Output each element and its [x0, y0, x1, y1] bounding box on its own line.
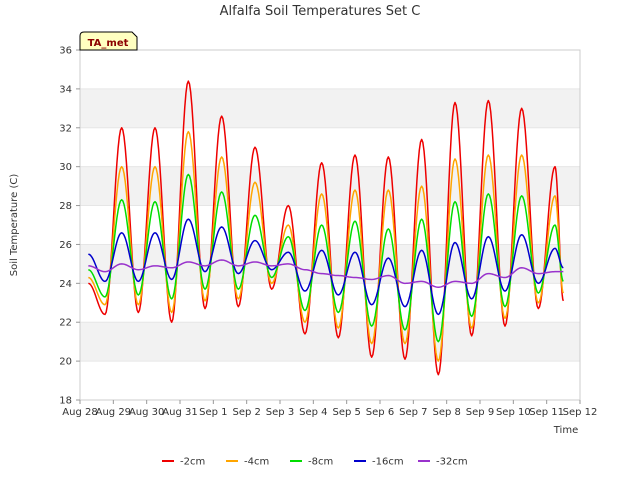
legend-label: -16cm [372, 457, 404, 468]
y-tick-label: 30 [59, 162, 72, 173]
legend-item: -4cm [226, 457, 269, 468]
x-tick-label: Sep 9 [466, 407, 494, 418]
y-tick-label: 20 [59, 357, 72, 368]
series-line-neg2cm [88, 80, 565, 376]
legend-label: -4cm [244, 457, 269, 468]
x-tick-label: Aug 30 [129, 407, 164, 418]
y-tick-label: 22 [59, 318, 72, 329]
chart-title: Alfalfa Soil Temperatures Set C [220, 4, 421, 19]
plot-border [79, 49, 581, 401]
series-line-neg32cm [88, 259, 564, 288]
x-tick-label: Sep 3 [266, 407, 294, 418]
x-tick-label: Sep 12 [563, 407, 598, 418]
x-tick-label: Sep 10 [496, 407, 531, 418]
grid-bands [80, 49, 580, 401]
y-tick-label: 34 [59, 84, 72, 95]
x-axis-label: Time [553, 425, 578, 436]
ta-met-badge-label: TA_met [88, 38, 129, 49]
series-lines [88, 80, 565, 376]
legend: -2cm -4cm -8cm -16cm -32cm [162, 457, 468, 468]
legend-label: -32cm [436, 457, 468, 468]
y-tick-label: 26 [59, 240, 72, 251]
y-tick-label: 24 [59, 279, 72, 290]
x-tick-label: Aug 29 [96, 407, 131, 418]
ta-met-badge: TA_met [79, 31, 138, 51]
grid-band [80, 322, 580, 362]
x-tick-label: Aug 31 [162, 407, 197, 418]
legend-label: -2cm [180, 457, 205, 468]
legend-item: -16cm [354, 457, 404, 468]
legend-item: -2cm [162, 457, 205, 468]
x-tick-label: Sep 5 [332, 407, 360, 418]
legend-item: -32cm [418, 457, 468, 468]
grid-band [80, 166, 580, 206]
y-axis: 18 20 22 24 26 28 30 32 34 36 [59, 46, 80, 407]
series-line-neg16cm [88, 218, 564, 316]
legend-item: -8cm [290, 457, 333, 468]
y-tick-label: 28 [59, 201, 72, 212]
y-tick-label: 18 [59, 396, 72, 407]
x-tick-label: Sep 1 [199, 407, 227, 418]
series-line-neg4cm [88, 130, 565, 362]
series-line-neg8cm [88, 173, 564, 343]
grid-band [80, 88, 580, 128]
y-tick-label: 36 [59, 46, 72, 57]
x-tick-label: Sep 4 [299, 407, 327, 418]
x-tick-label: Sep 6 [366, 407, 394, 418]
x-tick-label: Sep 2 [232, 407, 260, 418]
x-tick-label: Sep 7 [399, 407, 427, 418]
x-tick-label: Sep 11 [529, 407, 564, 418]
legend-label: -8cm [308, 457, 333, 468]
ta-met-badge-box [79, 31, 138, 51]
y-tick-label: 32 [59, 123, 72, 134]
x-tick-label: Aug 28 [62, 407, 97, 418]
y-axis-label: Soil Temperature (C) [9, 174, 20, 277]
x-tick-label: Sep 8 [432, 407, 460, 418]
